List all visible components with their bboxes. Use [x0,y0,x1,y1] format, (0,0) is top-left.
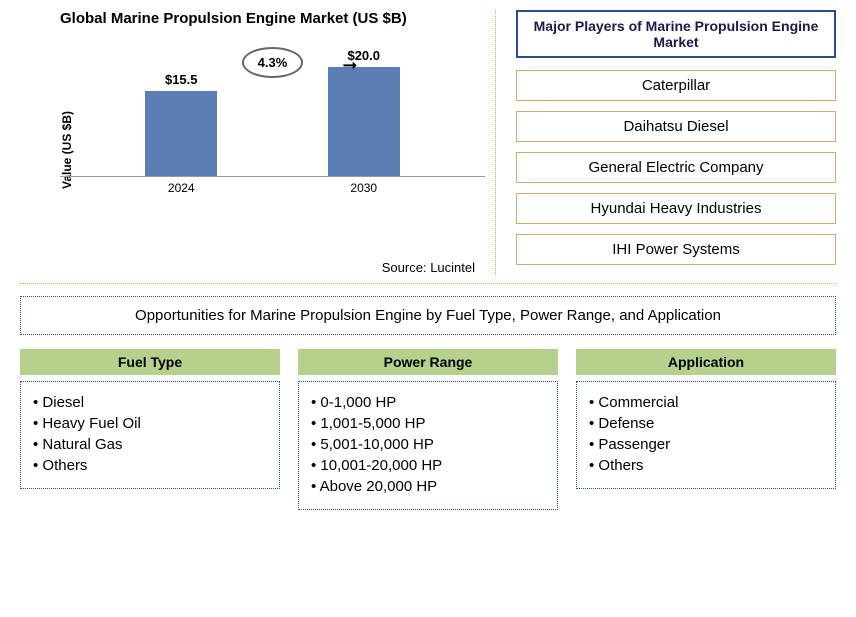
x-tick-label: 2030 [319,181,409,195]
column-header: Power Range [298,349,558,375]
chart-panel: Global Marine Propulsion Engine Market (… [20,10,496,275]
arrow-icon: ➞ [342,55,357,76]
players-title: Major Players of Marine Propulsion Engin… [516,10,836,58]
list-item: • 1,001-5,000 HP [311,415,545,432]
bars-row: 4.3% ➞ $15.5$20.0 [60,57,485,177]
source-line: Source: Lucintel [20,260,485,275]
column-header: Application [576,349,836,375]
column-items: • Diesel • Heavy Fuel Oil • Natural Gas • O… [20,381,280,489]
player-item: IHI Power Systems [516,234,836,265]
list-item: • Defense [589,415,823,432]
column-header: Fuel Type [20,349,280,375]
bar [145,91,217,176]
growth-rate-label: 4.3% [242,47,304,78]
column-items: • 0-1,000 HP • 1,001-5,000 HP • 5,001-10,0… [298,381,558,510]
source-prefix: Source: [382,260,430,275]
list-item: • Others [589,457,823,474]
player-item: General Electric Company [516,152,836,183]
source-name: Lucintel [430,260,475,275]
bar [328,67,400,176]
list-item: • Above 20,000 HP [311,478,545,495]
players-list: Caterpillar Daihatsu Diesel General Electr… [516,70,836,265]
list-item: • Others [33,457,267,474]
top-row: Global Marine Propulsion Engine Market (… [20,10,836,284]
opportunities-title: Opportunities for Marine Propulsion Engi… [20,296,836,335]
list-item: • Heavy Fuel Oil [33,415,267,432]
opportunities-row: Fuel Type • Diesel • Heavy Fuel Oil • Natur… [20,349,836,510]
list-item: • 5,001-10,000 HP [311,436,545,453]
opportunity-column: Fuel Type • Diesel • Heavy Fuel Oil • Natur… [20,349,280,510]
list-item: • Diesel [33,394,267,411]
growth-callout: 4.3% ➞ [228,47,318,78]
player-item: Daihatsu Diesel [516,111,836,142]
list-item: • 0-1,000 HP [311,394,545,411]
bar-wrap: $15.5 [136,72,226,176]
opportunity-column: Power Range• 0-1,000 HP• 1,001-5,000 HP•… [298,349,558,510]
x-tick-label: 2024 [136,181,226,195]
player-item: Hyundai Heavy Industries [516,193,836,224]
players-panel: Major Players of Marine Propulsion Engin… [516,10,836,275]
chart-title: Global Marine Propulsion Engine Market (… [60,10,485,27]
list-item: • Natural Gas [33,436,267,453]
bar-value-label: $15.5 [165,72,198,87]
list-item: • Passenger [589,436,823,453]
opportunity-column: Application • Commercial • Defense • Passen… [576,349,836,510]
x-axis-labels: 2024 2030 [60,177,485,195]
column-items: • Commercial • Defense • Passenger • Others [576,381,836,489]
chart-area: Value (US $B) 4.3% ➞ $15.5$20.0 20242030 [60,57,485,242]
list-item: • 10,001-20,000 HP [311,457,545,474]
bar-wrap: $20.0 [319,48,409,176]
player-item: Caterpillar [516,70,836,101]
list-item: • Commercial [589,394,823,411]
